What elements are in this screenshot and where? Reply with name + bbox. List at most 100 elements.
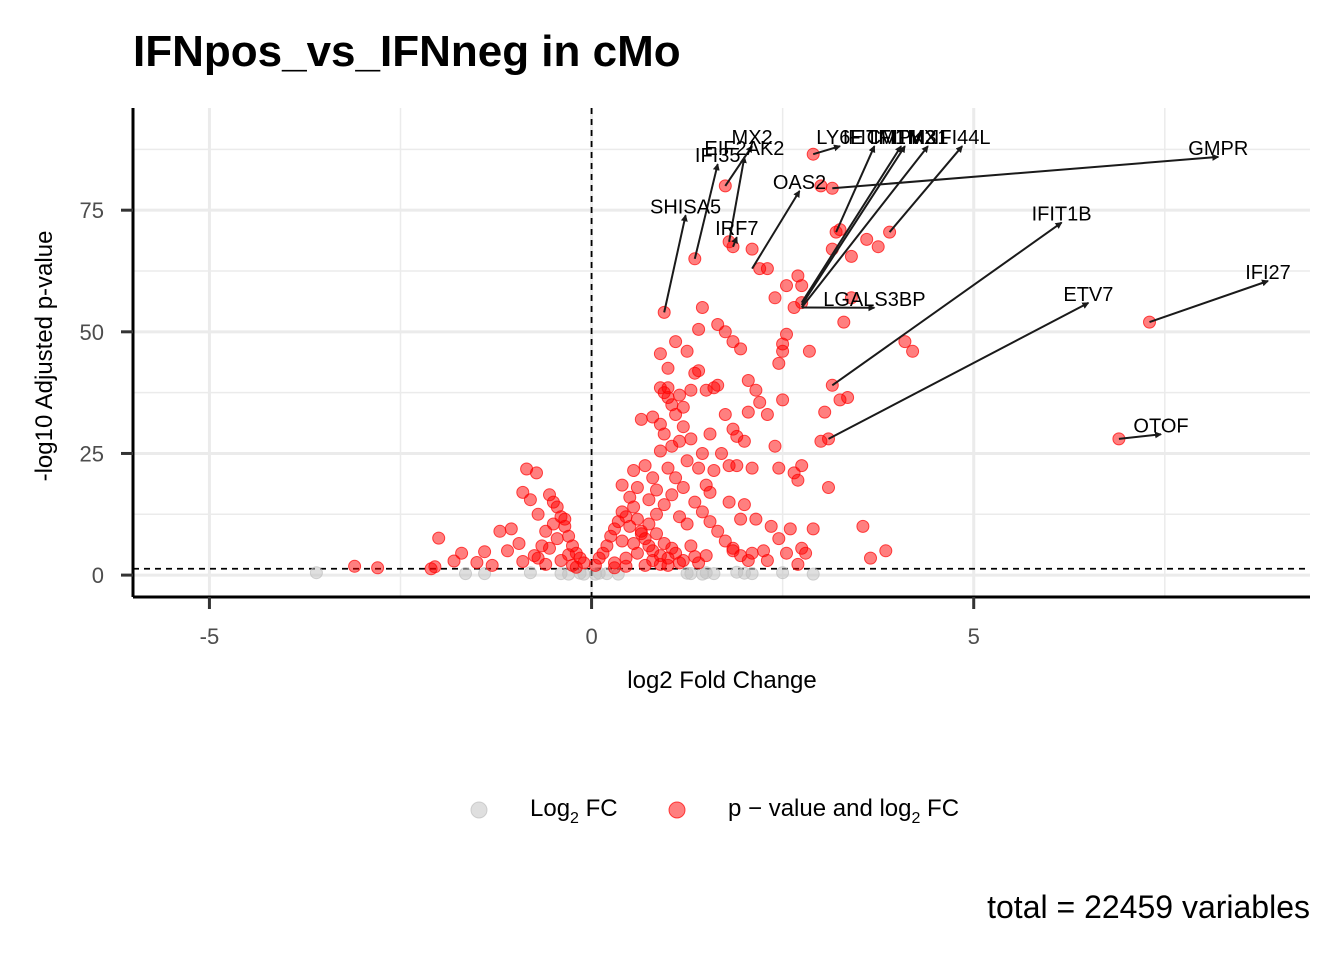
point-log2fc bbox=[459, 567, 472, 581]
annotation-connector bbox=[1118, 431, 1162, 440]
point-significant bbox=[546, 517, 560, 531]
point-significant bbox=[516, 555, 530, 568]
legend-label-log2fc: Log2 FC bbox=[530, 795, 618, 827]
point-significant bbox=[371, 561, 385, 575]
point-significant bbox=[718, 325, 732, 339]
chart-title: IFNpos_vs_IFNneg in cMo bbox=[133, 27, 681, 76]
point-significant bbox=[841, 391, 855, 404]
point-significant bbox=[657, 498, 671, 512]
point-significant bbox=[684, 432, 698, 446]
point-significant bbox=[424, 562, 438, 576]
point-significant bbox=[844, 249, 858, 263]
point-significant bbox=[780, 546, 793, 560]
point-significant bbox=[822, 481, 835, 494]
point-significant bbox=[753, 262, 767, 276]
point-significant bbox=[669, 471, 683, 485]
annotation-connector bbox=[1149, 279, 1269, 324]
point-significant bbox=[745, 242, 759, 256]
gene-label: OTOF bbox=[1133, 415, 1188, 437]
point-significant bbox=[772, 356, 786, 370]
point-significant bbox=[818, 405, 832, 419]
point-significant bbox=[680, 454, 694, 468]
point-significant bbox=[615, 534, 629, 548]
point-significant bbox=[527, 549, 541, 563]
point-significant bbox=[692, 322, 706, 336]
gene-label: IFI44L bbox=[934, 127, 991, 149]
annotation-connector bbox=[831, 221, 1063, 387]
point-significant bbox=[795, 459, 809, 473]
gene-label: IRF7 bbox=[715, 218, 758, 240]
point-significant bbox=[711, 524, 725, 538]
point-significant bbox=[512, 537, 526, 550]
legend-key-log2fc bbox=[470, 801, 488, 819]
point-significant bbox=[642, 493, 656, 507]
point-significant bbox=[653, 347, 667, 361]
point-significant bbox=[558, 512, 572, 526]
point-significant bbox=[707, 464, 721, 477]
point-significant bbox=[432, 531, 446, 545]
point-significant bbox=[680, 517, 694, 531]
point-significant bbox=[676, 400, 690, 414]
point-significant bbox=[455, 546, 469, 560]
point-significant bbox=[665, 398, 679, 412]
point-significant bbox=[650, 483, 663, 497]
annotation-connector bbox=[800, 145, 902, 304]
point-significant bbox=[619, 559, 633, 573]
point-significant bbox=[871, 240, 885, 254]
point-significant bbox=[535, 539, 549, 553]
point-significant bbox=[478, 545, 492, 559]
point-log2fc bbox=[523, 566, 537, 580]
point-significant bbox=[772, 532, 786, 546]
point-significant bbox=[692, 364, 706, 378]
point-significant bbox=[684, 539, 698, 553]
point-significant bbox=[737, 434, 751, 448]
point-significant bbox=[802, 344, 816, 358]
point-significant bbox=[627, 537, 641, 550]
point-significant bbox=[653, 444, 667, 458]
point-significant bbox=[523, 493, 537, 507]
point-significant bbox=[745, 546, 759, 560]
x-tick-label: 0 bbox=[585, 624, 597, 649]
point-significant bbox=[776, 393, 790, 407]
point-log2fc bbox=[776, 566, 790, 580]
point-significant bbox=[634, 412, 648, 426]
gene-label: CMPK2 bbox=[867, 127, 936, 149]
point-significant bbox=[703, 515, 717, 529]
point-significant bbox=[623, 490, 637, 504]
point-significant bbox=[684, 383, 698, 397]
point-significant bbox=[650, 527, 663, 541]
point-significant bbox=[539, 557, 553, 571]
point-significant bbox=[753, 395, 767, 409]
y-tick-label: 75 bbox=[80, 198, 104, 223]
point-significant bbox=[676, 481, 690, 494]
gene-label: MX1 bbox=[907, 127, 948, 149]
annotation-connector bbox=[812, 144, 841, 156]
point-significant bbox=[799, 546, 813, 560]
point-significant bbox=[749, 512, 763, 526]
gene-label: IFIT1B bbox=[1032, 204, 1092, 226]
point-significant bbox=[348, 559, 362, 573]
point-significant bbox=[673, 388, 686, 402]
point-significant bbox=[688, 550, 702, 564]
point-significant bbox=[530, 466, 543, 480]
point-significant bbox=[737, 498, 751, 512]
point-significant bbox=[780, 327, 793, 341]
legend-key-pval_fc bbox=[668, 801, 686, 819]
point-significant bbox=[531, 507, 545, 521]
point-significant bbox=[661, 361, 675, 375]
gene-label: IFI35 bbox=[695, 145, 741, 167]
point-significant bbox=[722, 495, 736, 509]
annotation-connector bbox=[724, 145, 753, 187]
point-significant bbox=[447, 554, 461, 568]
y-tick-label: 25 bbox=[80, 441, 104, 466]
point-log2fc bbox=[707, 567, 721, 581]
legend: Log2 FC p − value and log2 FC bbox=[470, 795, 959, 827]
annotation-connector bbox=[888, 145, 963, 233]
point-significant bbox=[676, 420, 690, 434]
point-significant bbox=[699, 549, 713, 563]
point-significant bbox=[795, 279, 809, 293]
x-axis-title: log2 Fold Change bbox=[627, 667, 816, 694]
point-log2fc bbox=[478, 567, 492, 581]
point-significant bbox=[906, 344, 920, 358]
point-significant bbox=[864, 551, 877, 565]
